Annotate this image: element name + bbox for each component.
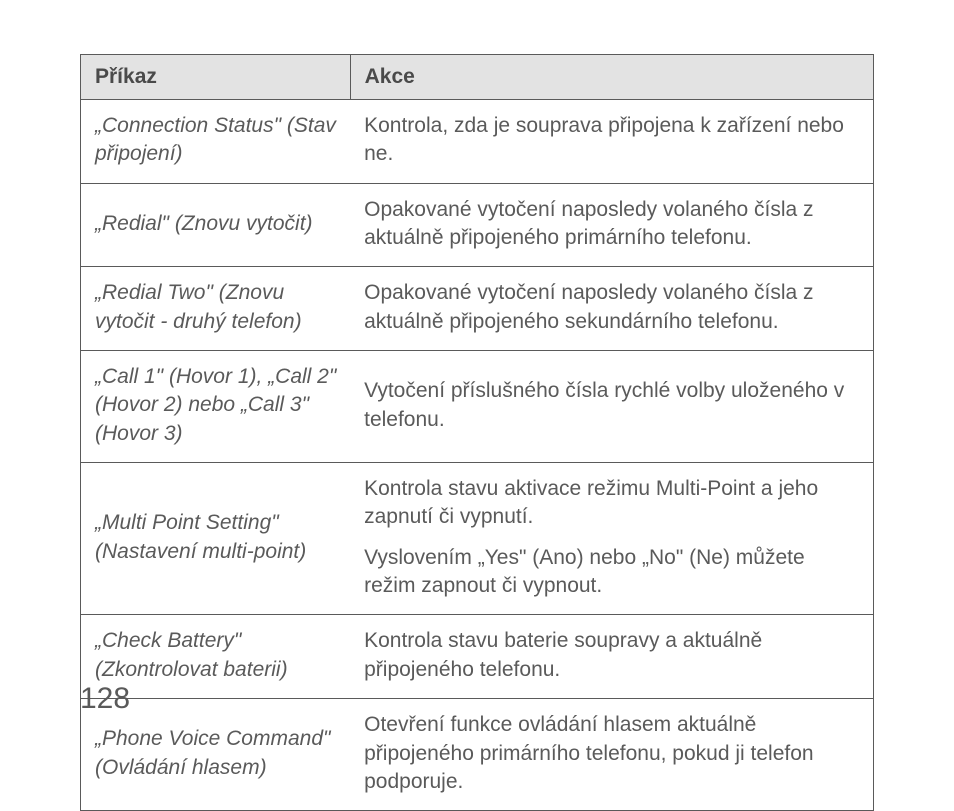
document-page: Příkaz Akce „Connection Status" (Stav př…	[0, 0, 954, 742]
action-cell: Kontrola, zda je souprava připojena k za…	[350, 100, 873, 184]
action-cell: Vytočení příslušného čísla rychlé volby …	[350, 351, 873, 463]
action-cell: Kontrola stavu baterie soupravy a aktuál…	[350, 615, 873, 699]
action-paragraph: Vytočení příslušného čísla rychlé volby …	[364, 377, 859, 434]
table-body: „Connection Status" (Stav připojení)Kont…	[81, 100, 874, 811]
action-paragraph: Kontrola stavu baterie soupravy a aktuál…	[364, 627, 859, 684]
action-paragraph: Kontrola, zda je souprava připojena k za…	[364, 112, 859, 169]
table-row: „Redial" (Znovu vytočit)Opakované vytoče…	[81, 183, 874, 267]
table-row: „Check Battery" (Zkontrolovat baterii)Ko…	[81, 615, 874, 699]
command-cell: „Connection Status" (Stav připojení)	[81, 100, 351, 184]
header-action: Akce	[350, 55, 873, 100]
table-row: „Connection Status" (Stav připojení)Kont…	[81, 100, 874, 184]
action-paragraph: Opakované vytočení naposledy volaného čí…	[364, 196, 859, 253]
command-cell: „Call 1" (Hovor 1), „Call 2" (Hovor 2) n…	[81, 351, 351, 463]
table-row: „Redial Two" (Znovu vytočit - druhý tele…	[81, 267, 874, 351]
action-cell: Opakované vytočení naposledy volaného čí…	[350, 183, 873, 267]
action-paragraph: Vyslovením „Yes" (Ano) nebo „No" (Ne) mů…	[364, 544, 859, 601]
action-cell: Opakované vytočení naposledy volaného čí…	[350, 267, 873, 351]
action-paragraph: Kontrola stavu aktivace režimu Multi-Poi…	[364, 475, 859, 532]
action-paragraph: Opakované vytočení naposledy volaného čí…	[364, 279, 859, 336]
page-number: 128	[80, 682, 130, 716]
table-row: „Call 1" (Hovor 1), „Call 2" (Hovor 2) n…	[81, 351, 874, 463]
action-paragraph: Otevření funkce ovládání hlasem aktuálně…	[364, 711, 859, 796]
action-cell: Otevření funkce ovládání hlasem aktuálně…	[350, 699, 873, 811]
table-header-row: Příkaz Akce	[81, 55, 874, 100]
commands-table: Příkaz Akce „Connection Status" (Stav př…	[80, 54, 874, 811]
table-row: „Multi Point Setting" (Nastavení multi-p…	[81, 463, 874, 615]
action-cell: Kontrola stavu aktivace režimu Multi-Poi…	[350, 463, 873, 615]
table-row: „Phone Voice Command" (Ovládání hlasem)O…	[81, 699, 874, 811]
header-command: Příkaz	[81, 55, 351, 100]
command-cell: „Redial Two" (Znovu vytočit - druhý tele…	[81, 267, 351, 351]
command-cell: „Redial" (Znovu vytočit)	[81, 183, 351, 267]
command-cell: „Multi Point Setting" (Nastavení multi-p…	[81, 463, 351, 615]
